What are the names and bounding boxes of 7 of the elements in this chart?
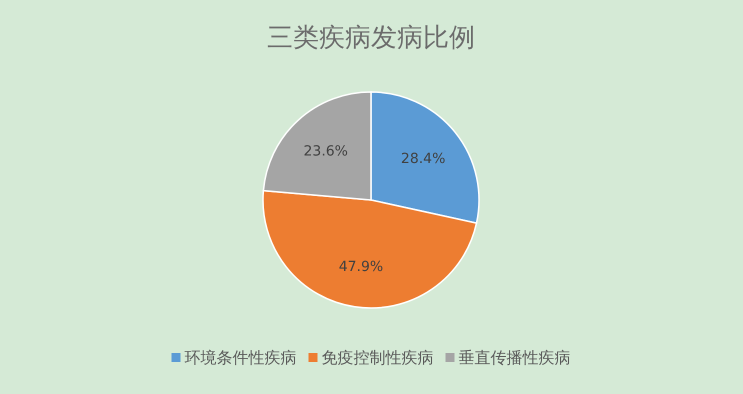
chart-title: 三类疾病发病比例 xyxy=(267,23,475,53)
legend-label: 垂直传播性疾病 xyxy=(458,348,570,367)
data-label: 23.6% xyxy=(304,144,348,160)
data-label: 47.9% xyxy=(338,259,384,276)
legend-label: 环境条件性疾病 xyxy=(184,348,296,367)
legend-label: 免疫控制性疾病 xyxy=(322,348,434,367)
data-label: 28.4% xyxy=(400,151,446,168)
